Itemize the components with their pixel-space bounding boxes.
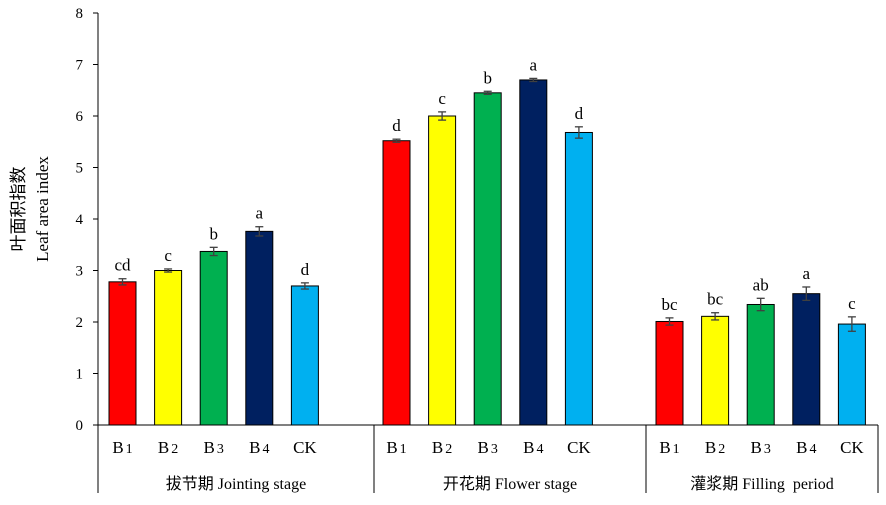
bar-g1-b4 [245, 230, 274, 426]
significance-letter-g1-b1: cd [114, 256, 131, 275]
bar-g2-ck [564, 131, 593, 426]
bar-g2-b2 [428, 115, 457, 426]
bar-g2-b3 [473, 92, 502, 426]
y-tick-label-2: 2 [76, 315, 84, 331]
group-label-1: 拔节期 Jointing stage [166, 475, 306, 493]
bar-g2-b1 [382, 140, 411, 426]
y-tick-label-4: 4 [76, 212, 84, 228]
group-label-3: 灌浆期 Filling period [690, 475, 834, 493]
bar-g3-b3 [746, 303, 775, 426]
significance-letter-g3-b3: ab [753, 275, 769, 294]
bar-g2-b4 [519, 79, 548, 426]
y-axis-label-chinese: 叶面积指数 [9, 167, 28, 252]
category-label-g1-ck: CK [293, 438, 317, 457]
significance-letter-g2-b4: a [530, 55, 538, 74]
significance-letter-g1-b4: a [256, 204, 264, 223]
bar-g1-ck [290, 285, 319, 426]
bar-g1-b1 [108, 281, 137, 426]
significance-letter-g1-b2: c [164, 246, 172, 265]
significance-letter-g2-ck: d [575, 104, 584, 123]
bar-g3-b4 [792, 293, 821, 426]
category-label-g3-ck: CK [840, 438, 864, 457]
y-tick-label-1: 1 [76, 367, 84, 383]
y-axis-label: Leaf area index [33, 156, 52, 262]
bar-g3-b2 [701, 315, 730, 426]
significance-letter-g3-b4: a [803, 264, 811, 283]
significance-letter-g2-b1: d [392, 116, 401, 135]
bar-g1-b2 [154, 270, 183, 426]
bar-g3-b1 [655, 320, 684, 426]
significance-letter-g2-b2: c [438, 89, 446, 108]
category-label-g2-ck: CK [567, 438, 591, 457]
bar-g1-b3 [199, 250, 228, 426]
significance-letter-g1-b3: b [209, 224, 218, 243]
significance-letter-g3-b2: bc [707, 290, 724, 309]
group-label-2: 开花期 Flower stage [443, 475, 577, 493]
y-tick-label-7: 7 [76, 58, 84, 74]
y-tick-label-6: 6 [76, 109, 84, 125]
y-tick-label-3: 3 [76, 264, 84, 280]
significance-letter-g1-ck: d [301, 260, 310, 279]
bar-g3-ck [837, 323, 866, 426]
significance-letter-g2-b3: b [483, 68, 492, 87]
y-tick-label-8: 8 [76, 6, 84, 22]
significance-letter-g3-ck: c [848, 294, 856, 313]
y-tick-label-5: 5 [76, 161, 84, 177]
significance-letter-g3-b1: bc [661, 295, 678, 314]
y-tick-label-0: 0 [76, 418, 84, 434]
